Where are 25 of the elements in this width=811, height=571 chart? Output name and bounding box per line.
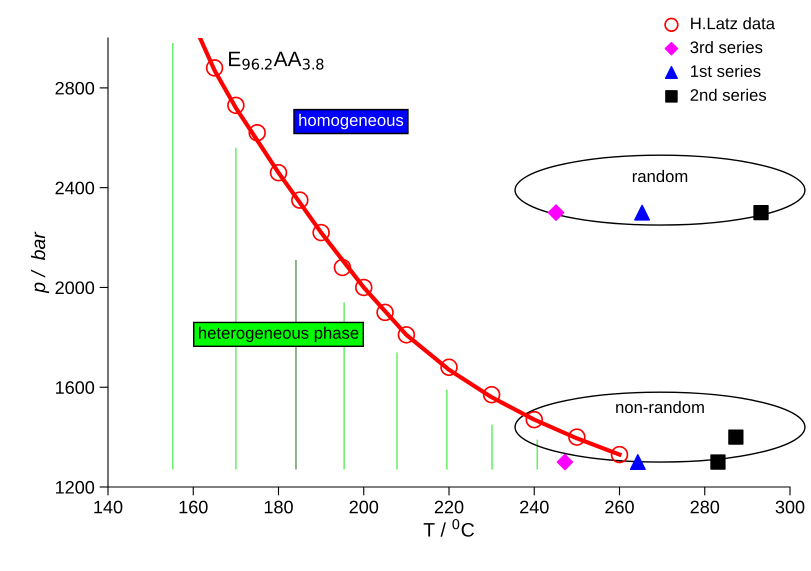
y-axis-title: p / bar xyxy=(30,232,50,294)
legend-label: 3rd series xyxy=(690,40,762,54)
y-tick-label: 2000 xyxy=(56,281,94,294)
x-tick-label: 280 xyxy=(690,500,720,514)
annotation: heterogeneous phase xyxy=(199,326,358,342)
x-tick-label: 260 xyxy=(605,500,634,514)
y-tick-label: 1600 xyxy=(56,381,94,394)
legend-label: 1st series xyxy=(691,64,760,78)
legend-label: H.Latz data xyxy=(691,17,776,30)
y-tick-label: 1200 xyxy=(56,480,94,494)
x-tick-label: 140 xyxy=(94,500,122,514)
x-tick-label: 160 xyxy=(180,500,208,514)
annotation: random xyxy=(632,170,688,182)
y-tick-label: 2800 xyxy=(56,82,94,95)
x-tick-label: 220 xyxy=(434,500,464,514)
annotation: homogeneous xyxy=(299,114,404,130)
x-axis-title: T / $^{0}$C xyxy=(424,518,474,537)
y-tick-label: 2400 xyxy=(56,182,94,194)
annotation: non-random xyxy=(616,400,704,414)
legend-label: 2nd series xyxy=(690,88,766,101)
x-tick-label: 200 xyxy=(350,500,378,514)
x-tick-label: 180 xyxy=(264,500,293,514)
x-tick-label: 240 xyxy=(520,500,549,514)
x-tick-label: 300 xyxy=(776,500,804,514)
annotation: E$_{96.2}$AA$_{3.8}$ xyxy=(229,52,324,70)
